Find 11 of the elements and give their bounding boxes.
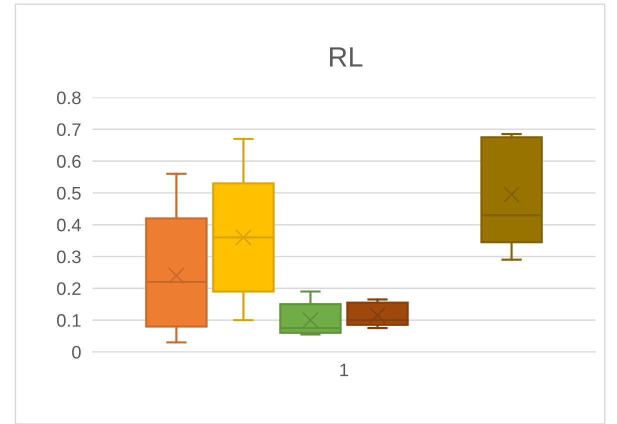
y-tick-label: 0.8	[57, 91, 81, 104]
y-tick-label: 0.3	[57, 250, 81, 264]
y-tick-label: 0.7	[57, 123, 81, 136]
y-tick-label: 0.1	[57, 314, 81, 327]
chart-title: RL	[330, 47, 362, 67]
y-tick-label: 0.5	[57, 186, 81, 200]
y-tick-label: 0.6	[57, 155, 81, 168]
y-tick-label: 0.4	[57, 218, 81, 232]
y-tick-label: 0	[72, 346, 81, 359]
y-tick-label: 0.2	[57, 282, 81, 296]
x-tick-label: 1	[340, 364, 348, 376]
